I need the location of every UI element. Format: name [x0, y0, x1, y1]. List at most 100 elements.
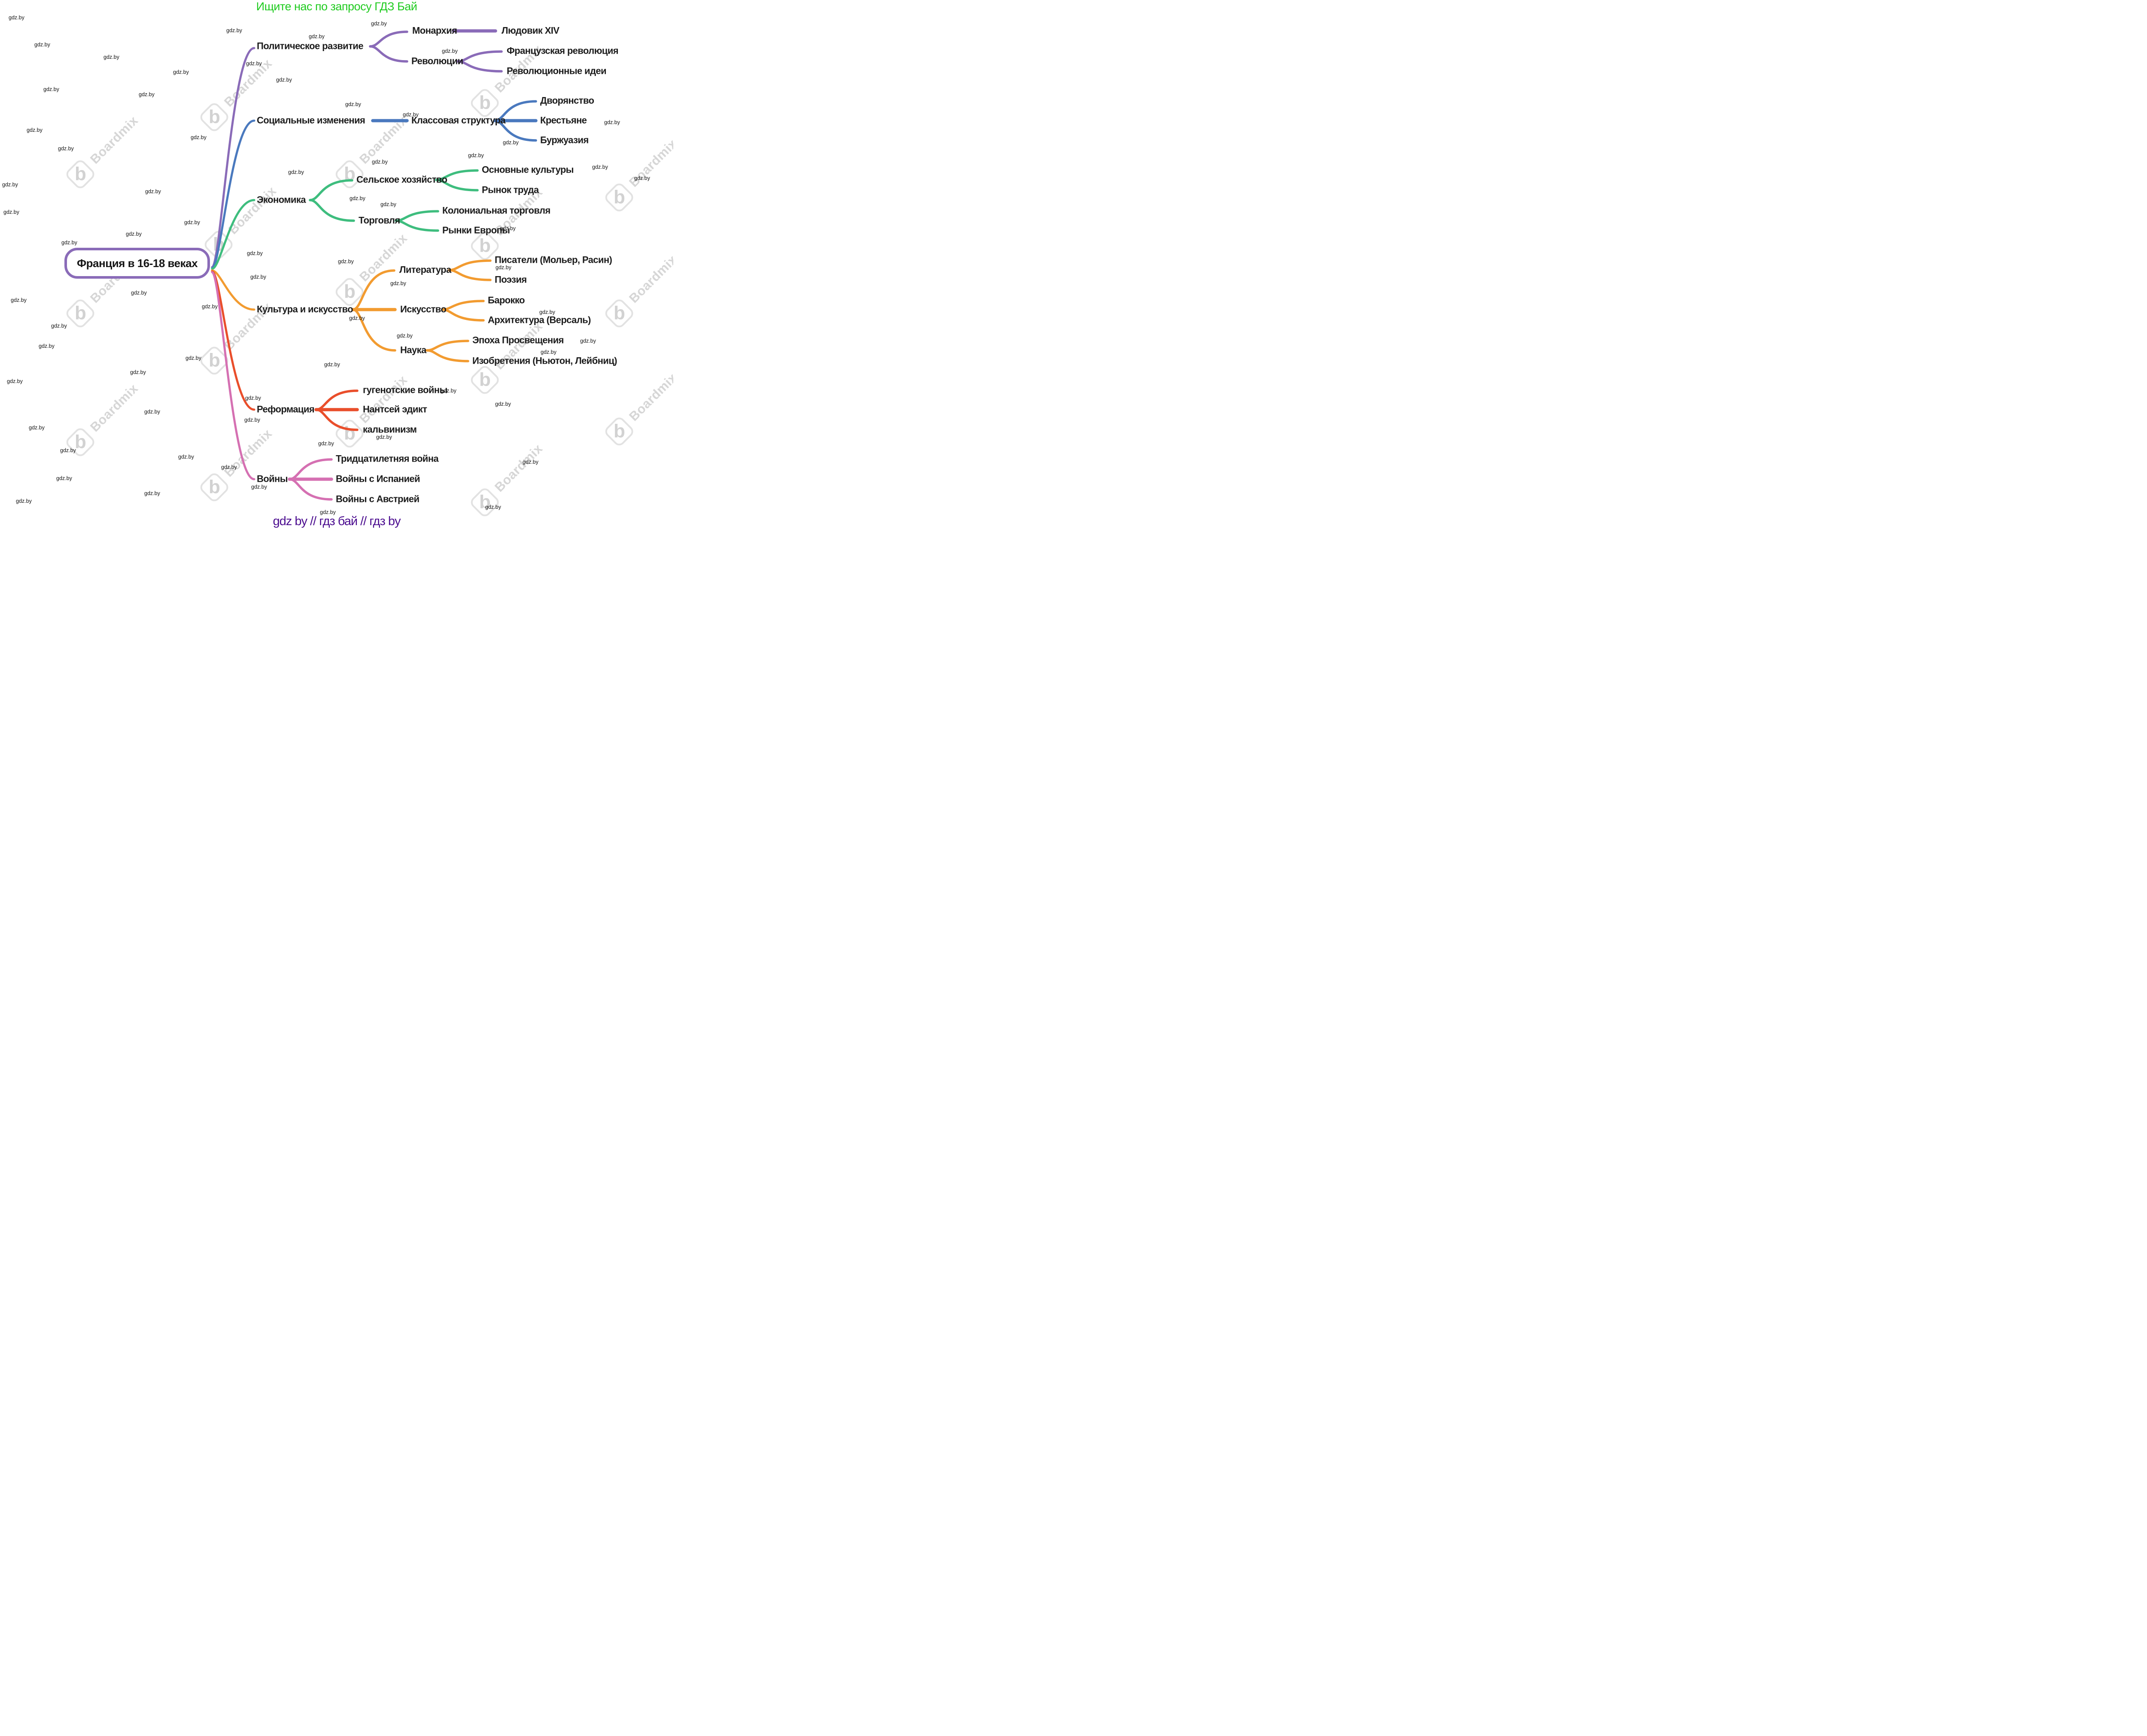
mindmap-node[interactable]: Дворянство: [540, 95, 594, 106]
gdz-watermark: gdz.by: [349, 315, 365, 321]
mindmap-node[interactable]: Барокко: [488, 295, 525, 306]
gdz-watermark: gdz.by: [60, 447, 76, 453]
branch-connector: [426, 340, 469, 352]
branch-connector: [448, 259, 492, 271]
branch-connector: [456, 60, 503, 73]
gdz-watermark: gdz.by: [139, 91, 155, 97]
branch-connector: [456, 50, 503, 63]
branch-connector: [395, 219, 439, 232]
mindmap-node[interactable]: Войны: [257, 473, 288, 484]
gdz-watermark: gdz.by: [485, 504, 501, 510]
mindmap-node[interactable]: Войны с Испанией: [336, 473, 420, 484]
gdz-watermark: gdz.by: [371, 21, 387, 27]
gdz-watermark: gdz.by: [390, 280, 406, 286]
gdz-watermark: gdz.by: [103, 54, 119, 60]
mindmap-node[interactable]: Колониальная торговля: [442, 205, 550, 216]
gdz-watermark: gdz.by: [539, 309, 555, 315]
gdz-watermark: gdz.by: [131, 290, 147, 296]
root-node-label: Франция в 16-18 веках: [76, 256, 198, 270]
mindmap-node[interactable]: Французская революция: [507, 45, 618, 56]
branch-connector: [211, 199, 255, 270]
branch-connector: [352, 269, 395, 311]
branch-connector: [211, 271, 255, 480]
gdz-watermark: gdz.by: [338, 258, 354, 265]
mindmap-node[interactable]: Наука: [400, 344, 426, 356]
mindmap-node[interactable]: Писатели (Мольер, Расин): [495, 254, 612, 265]
mindmap-node[interactable]: Сельское хозяйство: [356, 174, 447, 185]
branch-connector: [395, 210, 439, 222]
gdz-watermark: gdz.by: [324, 362, 340, 368]
gdz-watermark: gdz.by: [288, 169, 304, 175]
mindmap-node[interactable]: Буржуазия: [540, 134, 589, 146]
gdz-watermark: gdz.by: [186, 355, 201, 361]
mindmap-node[interactable]: Искусство: [400, 304, 447, 315]
mindmap-node[interactable]: Поэзия: [495, 274, 527, 285]
branch-connector: [211, 119, 255, 269]
mindmap-node[interactable]: Экономика: [257, 194, 306, 205]
branch-connector: [288, 478, 333, 501]
gdz-watermark: gdz.by: [244, 417, 260, 423]
gdz-watermark: gdz.by: [441, 388, 456, 394]
gdz-watermark: gdz.by: [126, 231, 142, 237]
gdz-watermark: gdz.by: [27, 127, 43, 133]
root-node[interactable]: Франция в 16-18 веках: [64, 248, 210, 279]
gdz-watermark: gdz.by: [442, 48, 458, 54]
branch-connector: [441, 300, 485, 311]
gdz-watermark: gdz.by: [221, 464, 237, 470]
gdz-watermark: gdz.by: [39, 343, 55, 349]
branch-connector: [435, 179, 479, 192]
gdz-watermark: gdz.by: [541, 349, 557, 355]
branch-connector: [369, 45, 408, 63]
gdz-watermark: gdz.by: [184, 219, 200, 225]
gdz-watermark: gdz.by: [251, 484, 267, 490]
gdz-watermark: gdz.by: [634, 175, 650, 181]
mindmap-node[interactable]: Нантсей эдикт: [363, 404, 427, 415]
mindmap-node[interactable]: Революционные идеи: [507, 65, 607, 76]
mindmap-node[interactable]: Войны с Австрией: [336, 493, 420, 505]
gdz-watermark: gdz.by: [250, 274, 266, 280]
mindmap-node[interactable]: Культура и искусство: [257, 304, 353, 315]
gdz-watermark: gdz.by: [376, 434, 392, 440]
branch-connector: [309, 199, 355, 222]
gdz-watermark: gdz.by: [191, 134, 207, 140]
promo-banner-top: Ищите нас по запросу ГДЗ Бай: [256, 0, 417, 13]
gdz-watermark: gdz.by: [350, 195, 365, 201]
gdz-watermark: gdz.by: [173, 69, 189, 75]
mindmap-node[interactable]: Реформация: [257, 404, 315, 415]
gdz-watermark: gdz.by: [3, 209, 19, 215]
mindmap-node[interactable]: Изобретения (Ньютон, Лейбниц): [472, 355, 617, 366]
gdz-watermark: gdz.by: [145, 188, 161, 195]
mindmap-node[interactable]: Политическое развитие: [257, 40, 363, 52]
mindmap-node[interactable]: Людовик XIV: [502, 25, 560, 36]
gdz-watermark: gdz.by: [309, 33, 325, 40]
gdz-watermark: gdz.by: [9, 15, 24, 21]
mindmap-node[interactable]: кальвинизм: [363, 424, 417, 435]
gdz-watermark: gdz.by: [245, 395, 261, 401]
mindmap-node[interactable]: Эпоха Просвещения: [472, 334, 564, 346]
gdz-watermark: gdz.by: [202, 304, 218, 310]
gdz-watermark: gdz.by: [226, 27, 242, 33]
mindmap-node[interactable]: Литература: [399, 264, 451, 275]
mindmap-node[interactable]: Рынок труда: [482, 184, 539, 195]
mindmap-node[interactable]: Классовая структура: [411, 115, 506, 126]
gdz-watermark: gdz.by: [320, 509, 336, 515]
branch-connector: [315, 408, 359, 431]
mindmap-node[interactable]: Рынки Европы: [442, 225, 510, 236]
gdz-watermark: gdz.by: [503, 140, 519, 146]
gdz-watermark: gdz.by: [523, 459, 538, 465]
mindmap-node[interactable]: Торговля: [359, 215, 400, 226]
branch-connector: [369, 30, 408, 48]
mindmap-node[interactable]: гугенотские войны: [363, 384, 447, 395]
mindmap-node[interactable]: Тридцатилетняя война: [336, 453, 439, 464]
gdz-watermark: gdz.by: [604, 119, 620, 125]
mindmap-node[interactable]: Революции: [411, 55, 463, 67]
mindmap-node[interactable]: Основные культуры: [482, 164, 574, 175]
mindmap-node[interactable]: Социальные изменения: [257, 115, 365, 126]
gdz-watermark: gdz.by: [11, 297, 27, 303]
gdz-watermark: gdz.by: [246, 61, 262, 67]
mindmap-node[interactable]: Архитектура (Версаль): [488, 314, 591, 325]
gdz-watermark: gdz.by: [56, 475, 72, 481]
mindmap-node[interactable]: Монархия: [412, 25, 457, 36]
branch-connector: [493, 119, 537, 142]
mindmap-node[interactable]: Крестьяне: [540, 115, 587, 126]
